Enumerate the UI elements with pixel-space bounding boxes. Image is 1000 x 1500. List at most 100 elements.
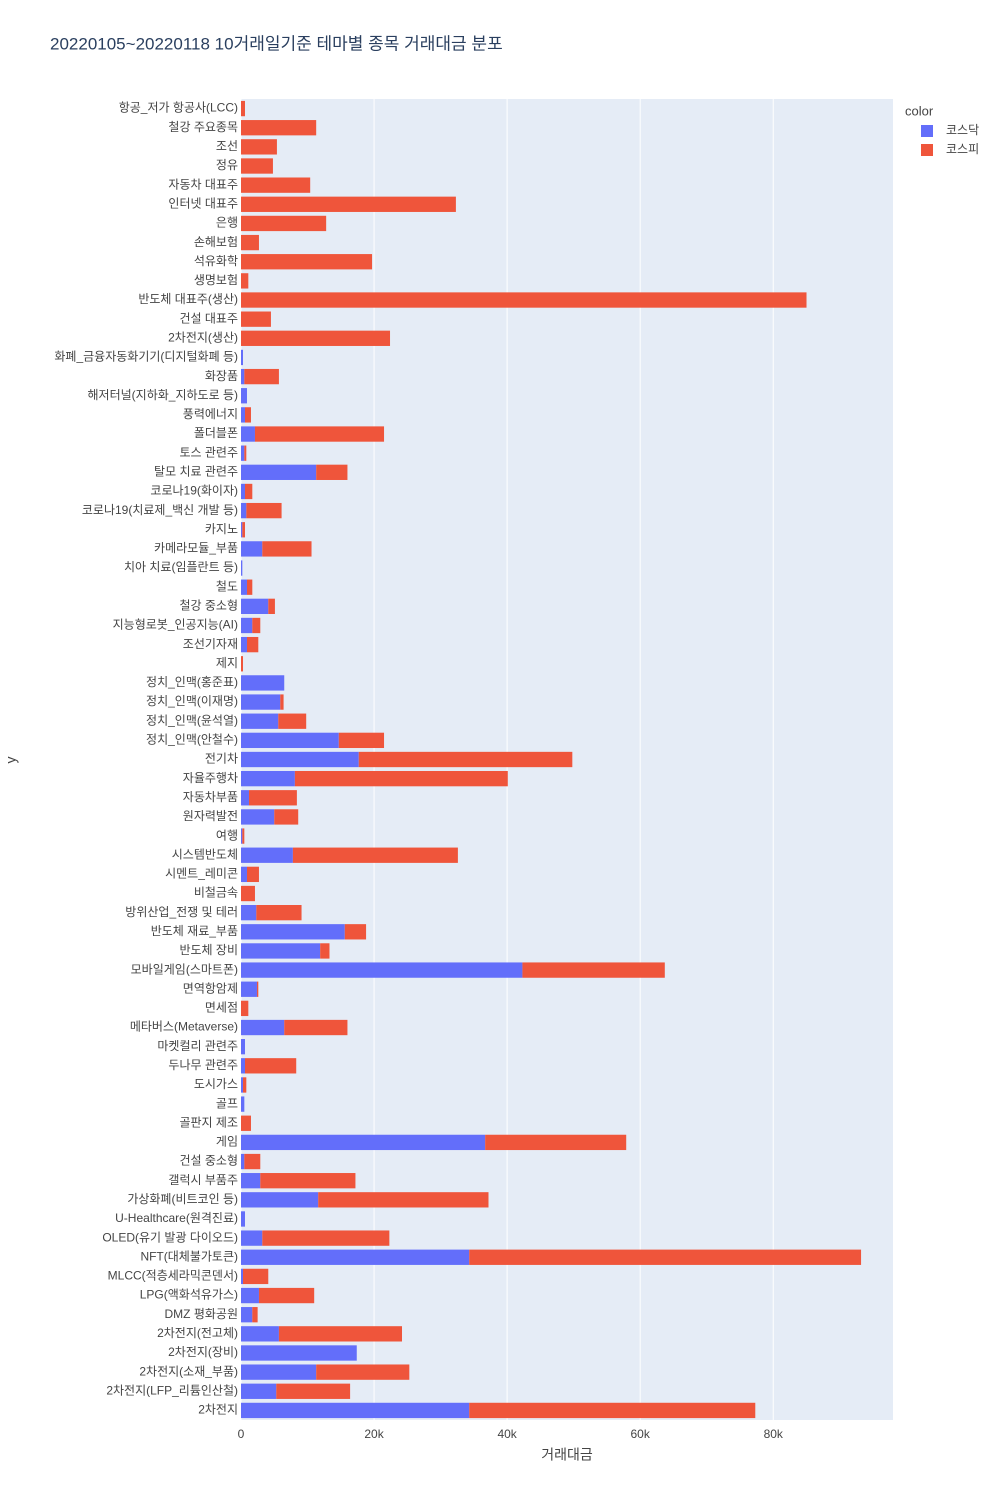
y-tick-label: 건설 중소형 (179, 1154, 238, 1168)
bar-segment (268, 598, 275, 614)
x-tick-label: 40k (497, 1427, 517, 1441)
bar-segment (320, 943, 330, 959)
bar-segment (246, 636, 259, 653)
y-tick-label: 마켓컬리 관련주 (157, 1039, 238, 1053)
bar-segment (241, 483, 245, 500)
y-tick-label: LPG(액화석유가스) (140, 1288, 238, 1302)
y-tick-label: 골프 (216, 1096, 238, 1110)
y-tick-label: 전기차 (205, 752, 238, 766)
y-tick-label: 손해보험 (194, 235, 238, 249)
bar-segment (262, 541, 312, 557)
bar-segment (241, 1000, 249, 1017)
bar-segment (241, 809, 275, 825)
y-tick-label: 화장품 (205, 369, 238, 383)
y-tick-label: 골판지 제조 (179, 1115, 238, 1129)
bar-segment (241, 579, 247, 595)
bar-segment (241, 541, 263, 557)
y-tick-label: 카지노 (205, 522, 238, 536)
y-tick-label: 시스템반도체 (172, 847, 238, 861)
legend-label[interactable]: 코스닥 (946, 123, 979, 137)
legend-swatch[interactable] (921, 144, 933, 156)
y-tick-label: 제지 (216, 656, 238, 670)
y-tick-label: 2차전지(소재_부품) (139, 1364, 238, 1378)
bar-segment (276, 1383, 351, 1399)
y-tick-label: 카메라모듈_부품 (154, 541, 238, 555)
x-tick-label: 0 (238, 1427, 245, 1441)
bar-segment (244, 445, 247, 461)
legend-label[interactable]: 코스피 (946, 142, 979, 156)
y-axis-title: y (3, 757, 19, 764)
bar-segment (241, 905, 257, 921)
bar-segment (258, 1287, 315, 1304)
y-tick-label: 2차전지(생산) (168, 330, 238, 344)
y-tick-label: 생명보험 (194, 273, 238, 287)
y-tick-label: NFT(대체불가토큰) (140, 1249, 238, 1263)
bar-segment (358, 751, 573, 768)
bar-segment (294, 770, 508, 787)
y-tick-label: 갤럭시 부품주 (168, 1173, 238, 1187)
bar-segment (241, 1096, 245, 1112)
bar-segment (280, 694, 284, 710)
bar-segment (241, 1192, 319, 1208)
y-tick-label: 조선기자재 (183, 637, 238, 651)
bar-segment (241, 522, 243, 538)
bar-segment (522, 962, 665, 978)
bar-segment (241, 560, 243, 576)
y-tick-label: 게임 (216, 1135, 238, 1149)
bar-segment (241, 1268, 243, 1285)
bar-segment (241, 349, 243, 366)
y-tick-label: 치아 치료(임플란트 등) (124, 560, 238, 574)
x-tick-label: 80k (764, 1427, 784, 1441)
bar-segment (241, 790, 249, 806)
bar-segment (241, 732, 339, 749)
y-tick-label: 도시가스 (194, 1077, 238, 1091)
bar-segment (241, 196, 456, 212)
y-tick-label: 화폐_금융자동화기기(디지털화폐 등) (54, 350, 238, 364)
y-tick-label: DMZ 평화공원 (165, 1307, 239, 1321)
y-tick-label: 정치_인맥(안철수) (146, 733, 238, 747)
y-tick-label: 조선 (216, 139, 238, 153)
bar-segment (241, 694, 281, 710)
y-tick-label: 건설 대표주 (179, 311, 238, 325)
bar-segment (246, 579, 253, 595)
y-tick-label: 2차전지(LFP_리튬인산철) (106, 1383, 238, 1397)
y-tick-label: 면세점 (205, 1001, 238, 1015)
bar-segment (254, 426, 385, 442)
y-tick-label: 원자력발전 (183, 809, 238, 823)
bar-segment (241, 330, 391, 346)
bar-segment (241, 598, 269, 614)
bar-segment (241, 962, 523, 978)
bar-segment (241, 1345, 357, 1361)
bar-segment (241, 254, 373, 270)
y-tick-label: 석유화학 (194, 254, 238, 268)
legend-title: color (905, 103, 934, 118)
y-tick-label: 코로나19(화이자) (150, 484, 238, 498)
bar-segment (241, 120, 317, 136)
y-tick-label: 반도체 장비 (179, 943, 238, 957)
bar-segment (241, 502, 247, 519)
y-tick-label: 가상화폐(비트코인 등) (127, 1192, 238, 1206)
bar-segment (469, 1402, 756, 1419)
bar-segment (242, 522, 245, 538)
bar-segment (241, 617, 253, 634)
bar-segment (241, 445, 245, 461)
bar-segment (316, 464, 348, 480)
bar-segment (256, 981, 259, 997)
bar-segment (241, 273, 249, 289)
bar-segment (242, 1077, 247, 1093)
bar-segment (241, 1153, 245, 1170)
y-tick-label: U-Healthcare(원격진료) (115, 1211, 238, 1225)
bar-segment (241, 234, 259, 251)
bar-segment (256, 905, 302, 921)
y-tick-label: 폴더블폰 (194, 426, 238, 440)
bar-segment (241, 407, 245, 423)
bar-segment (338, 732, 385, 749)
y-tick-label: 탈모 치료 관련주 (154, 464, 238, 478)
bar-segment (241, 139, 277, 155)
y-tick-label: 은행 (216, 215, 238, 230)
bar-segment (246, 866, 259, 883)
y-tick-label: 정치_인맥(홍준표) (146, 675, 238, 689)
bar-segment (241, 924, 345, 940)
bar-segment (241, 215, 327, 232)
legend-swatch[interactable] (921, 125, 933, 137)
